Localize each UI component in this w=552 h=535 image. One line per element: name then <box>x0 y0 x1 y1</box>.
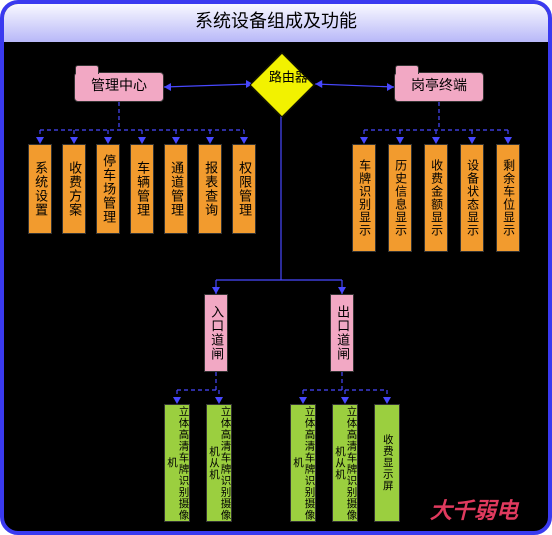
mgmt-child-0-label: 系统设置 <box>33 161 47 217</box>
mgmt-center-label: 管理中心 <box>91 79 147 94</box>
mgmt-child-1: 收费方案 <box>62 144 86 234</box>
booth-child-4: 剩余车位显示 <box>496 144 520 252</box>
mgmt-center-node: 管理中心 <box>74 72 164 102</box>
booth-child-0: 车牌识别显示 <box>352 144 376 252</box>
exit-gate-label: 出口道闸 <box>335 305 349 361</box>
exit-child-1: 立体高清车牌识别摄像机从机 <box>332 404 358 522</box>
booth-child-4-label: 剩余车位显示 <box>501 159 514 237</box>
booth-child-1: 历史信息显示 <box>388 144 412 252</box>
booth-child-0-label: 车牌识别显示 <box>357 159 370 237</box>
entry-gate-node: 入口道闸 <box>204 294 228 372</box>
booth-terminal-label: 岗亭终端 <box>411 79 467 94</box>
entry-child-0: 立体高清车牌识别摄像机 <box>164 404 190 522</box>
entry-child-0-label: 立体高清车牌识别摄像机 <box>165 405 188 521</box>
entry-child-1-label: 立体高清车牌识别摄像机从机 <box>207 405 230 521</box>
mgmt-child-5-label: 报表查询 <box>203 161 217 217</box>
mgmt-child-0: 系统设置 <box>28 144 52 234</box>
title-bar: 系统设备组成及功能 <box>4 4 548 42</box>
exit-gate-node: 出口道闸 <box>330 294 354 372</box>
router-node: 路由器 <box>249 52 314 117</box>
exit-child-0-label: 立体高清车牌识别摄像机 <box>291 405 314 521</box>
mgmt-child-4-label: 通道管理 <box>169 161 183 217</box>
booth-child-1-label: 历史信息显示 <box>393 159 406 237</box>
exit-child-2-label: 收费显示屏 <box>381 434 393 492</box>
router-label: 路由器 <box>269 67 313 86</box>
booth-child-3: 设备状态显示 <box>460 144 484 252</box>
booth-terminal-node: 岗亭终端 <box>394 72 484 102</box>
mgmt-child-4: 通道管理 <box>164 144 188 234</box>
entry-gate-label: 入口道闸 <box>209 305 223 361</box>
mgmt-child-5: 报表查询 <box>198 144 222 234</box>
diagram-canvas: 系统设备组成及功能 路由器 管理中心 岗亭终端 入口道闸 出口道闸 大千弱电 系… <box>0 0 552 535</box>
mgmt-child-6: 权限管理 <box>232 144 256 234</box>
exit-child-2: 收费显示屏 <box>374 404 400 522</box>
booth-child-2-label: 收费金额显示 <box>429 159 442 237</box>
mgmt-child-2-label: 停车场管理 <box>101 154 115 224</box>
mgmt-child-1-label: 收费方案 <box>67 161 81 217</box>
booth-child-3-label: 设备状态显示 <box>465 159 478 237</box>
watermark: 大千弱电 <box>430 493 518 525</box>
mgmt-child-6-label: 权限管理 <box>237 161 251 217</box>
mgmt-child-2: 停车场管理 <box>96 144 120 234</box>
exit-child-1-label: 立体高清车牌识别摄像机从机 <box>333 405 356 521</box>
title-text: 系统设备组成及功能 <box>195 11 357 31</box>
entry-child-1: 立体高清车牌识别摄像机从机 <box>206 404 232 522</box>
exit-child-0: 立体高清车牌识别摄像机 <box>290 404 316 522</box>
mgmt-child-3-label: 车辆管理 <box>135 161 149 217</box>
booth-child-2: 收费金额显示 <box>424 144 448 252</box>
mgmt-child-3: 车辆管理 <box>130 144 154 234</box>
